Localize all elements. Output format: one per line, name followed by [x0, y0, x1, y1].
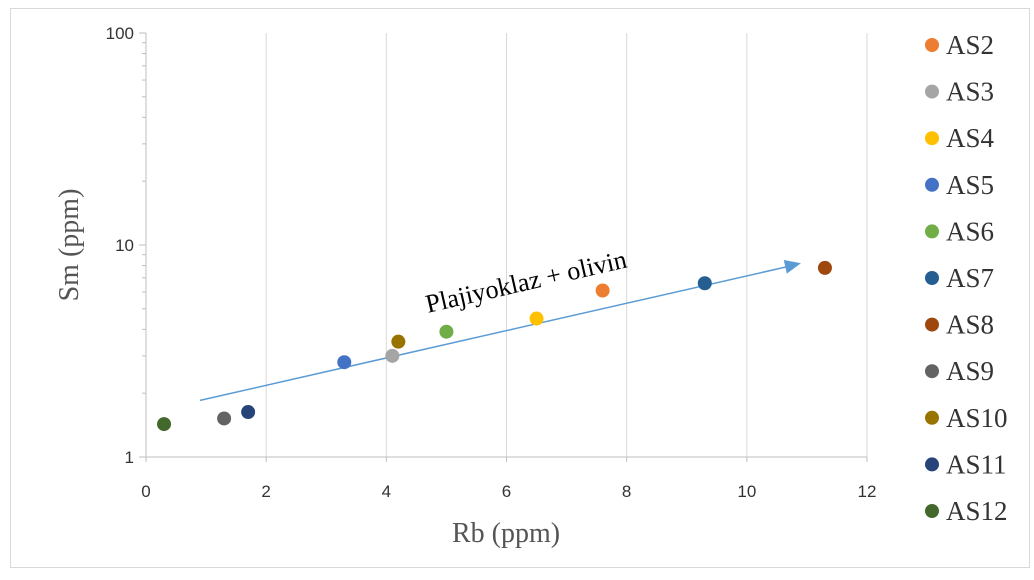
legend-marker-as6 — [925, 224, 939, 239]
trend-arrow-line — [199, 266, 788, 402]
legend-marker-as10 — [925, 410, 939, 425]
legend-label-as2: AS2 — [946, 30, 994, 60]
data-points — [157, 260, 832, 432]
point-as4 — [529, 311, 544, 326]
trend-arrow-head — [783, 260, 801, 274]
legend-label-as3: AS3 — [946, 77, 994, 107]
point-as10 — [391, 334, 406, 349]
x-tick-label: 10 — [737, 482, 756, 501]
point-as5 — [337, 355, 352, 370]
legend-marker-as12 — [925, 504, 939, 518]
point-as3 — [385, 348, 400, 363]
legend-marker-as5 — [925, 177, 939, 192]
x-tick-label: 6 — [502, 482, 511, 501]
legend: AS2 AS3 AS4 AS5 AS6 AS7 AS8 AS9 AS10 AS11 AS12 — [925, 30, 1008, 526]
point-as7 — [697, 276, 712, 291]
annotation: Plajiyoklaz + olivin — [199, 245, 801, 402]
legend-label-as4: AS4 — [946, 123, 995, 153]
point-as12 — [157, 417, 172, 432]
legend-marker-as7 — [925, 271, 939, 285]
x-tick-label: 12 — [858, 482, 877, 501]
legend-label-as12: AS12 — [946, 496, 1008, 526]
legend-label-as7: AS7 — [946, 263, 994, 293]
legend-marker-as3 — [925, 84, 939, 99]
point-as8 — [817, 260, 832, 275]
axes — [139, 32, 868, 462]
tick-labels: 0 2 4 6 8 10 12 1 10 100 — [106, 24, 877, 501]
legend-marker-as2 — [925, 38, 939, 52]
x-tick-label: 2 — [261, 482, 270, 501]
legend-marker-as4 — [925, 131, 939, 146]
x-axis-title: Rb (ppm) — [452, 518, 560, 549]
point-as11 — [241, 405, 256, 420]
legend-marker-as9 — [925, 364, 939, 379]
legend-label-as5: AS5 — [946, 170, 994, 200]
y-tick-label: 1 — [125, 448, 134, 467]
legend-marker-as11 — [925, 457, 939, 472]
legend-label-as9: AS9 — [946, 356, 994, 386]
x-tick-label: 4 — [382, 482, 391, 501]
legend-label-as10: AS10 — [946, 403, 1008, 433]
point-as2 — [595, 283, 610, 298]
chart-frame — [10, 8, 1030, 568]
y-axis-title: Sm (ppm) — [54, 189, 85, 302]
point-as9 — [217, 411, 232, 426]
x-tick-label: 8 — [622, 482, 631, 501]
legend-label-as8: AS8 — [946, 310, 994, 340]
grid-lines — [265, 33, 868, 457]
y-tick-label: 10 — [115, 236, 134, 255]
legend-label-as6: AS6 — [946, 216, 994, 246]
x-tick-label: 0 — [141, 482, 150, 501]
annotation-text: Plajiyoklaz + olivin — [423, 245, 630, 319]
legend-marker-as8 — [925, 317, 939, 332]
point-as6 — [439, 324, 454, 339]
y-tick-label: 100 — [106, 24, 134, 43]
legend-label-as11: AS11 — [946, 449, 1007, 479]
